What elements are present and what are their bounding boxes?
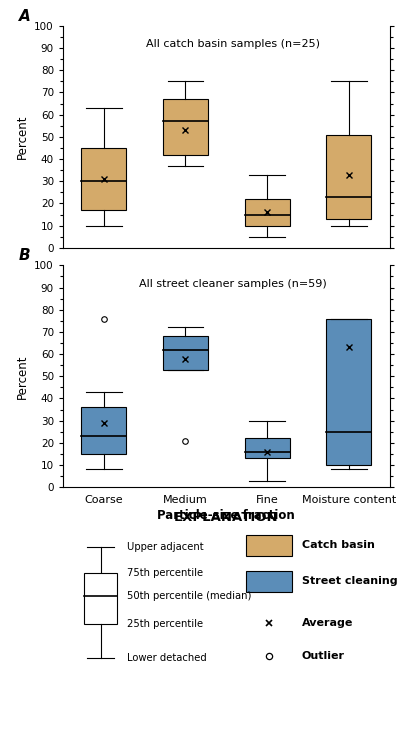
Text: Street cleaning: Street cleaning <box>301 576 396 587</box>
Text: B: B <box>19 248 30 263</box>
Bar <box>326 319 371 465</box>
Text: Catch basin: Catch basin <box>301 540 373 551</box>
Text: All catch basin samples (n=25): All catch basin samples (n=25) <box>145 39 319 50</box>
Bar <box>245 534 291 556</box>
Bar <box>245 571 291 592</box>
Bar <box>244 199 289 226</box>
Text: 50th percentile (median): 50th percentile (median) <box>126 591 250 602</box>
Bar <box>163 337 207 370</box>
Text: All street cleaner samples (n=59): All street cleaner samples (n=59) <box>139 279 326 289</box>
Text: Lower detached: Lower detached <box>126 653 206 663</box>
Text: Average: Average <box>301 618 352 628</box>
Text: 25th percentile: 25th percentile <box>126 619 202 629</box>
Bar <box>326 135 371 219</box>
Bar <box>163 99 207 155</box>
Y-axis label: Percent: Percent <box>16 115 29 159</box>
Text: Outlier: Outlier <box>301 651 344 661</box>
Text: Upper adjacent: Upper adjacent <box>126 542 203 552</box>
Bar <box>81 148 126 210</box>
Y-axis label: Percent: Percent <box>16 354 29 399</box>
Text: 75th percentile: 75th percentile <box>126 568 202 578</box>
Text: A: A <box>19 9 30 24</box>
Text: EXPLANATION: EXPLANATION <box>174 511 278 524</box>
Bar <box>81 407 126 454</box>
X-axis label: Particle-size fraction: Particle-size fraction <box>157 509 294 522</box>
Bar <box>244 438 289 458</box>
Bar <box>84 573 117 624</box>
